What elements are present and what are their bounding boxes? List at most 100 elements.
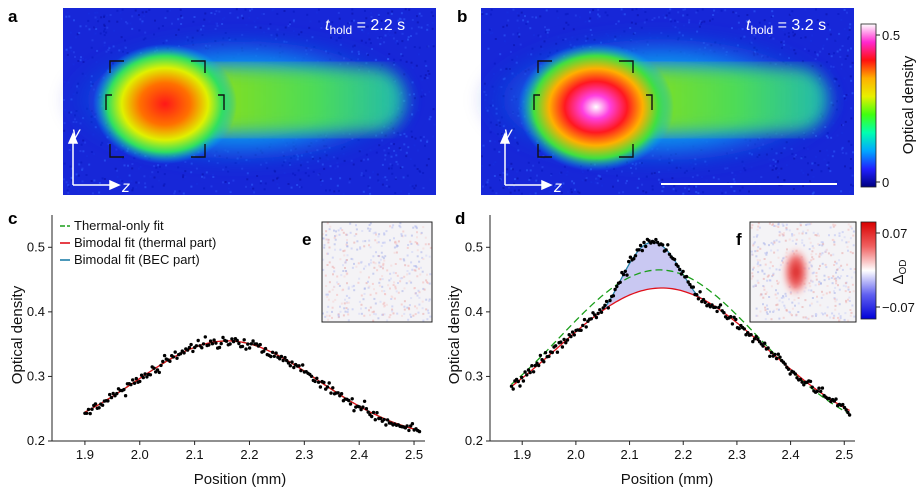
data-point: [86, 407, 91, 412]
data-point: [846, 410, 850, 415]
data-point: [523, 370, 527, 374]
data-point: [210, 342, 215, 346]
data-point: [251, 339, 255, 343]
data-point: [290, 360, 294, 364]
data-point: [221, 335, 225, 340]
data-point: [722, 311, 726, 315]
data-point: [410, 422, 415, 426]
axis-z-label-b: z: [553, 179, 562, 196]
y-tick-label: 0.3: [465, 368, 483, 383]
x-tick-label: 2.1: [186, 447, 204, 462]
data-point: [688, 282, 692, 287]
data-point: [749, 333, 753, 337]
data-point: [569, 334, 573, 339]
data-point: [292, 365, 296, 370]
data-point: [570, 330, 575, 334]
residual-map-f: [749, 221, 857, 323]
data-point: [638, 243, 643, 248]
data-point: [361, 405, 365, 409]
od-colorbar-label: Optical density: [900, 55, 917, 154]
hold-time-b: thold = 3.2 s: [746, 17, 826, 37]
data-point: [810, 385, 814, 389]
data-point: [88, 411, 92, 416]
data-point: [242, 338, 246, 342]
panel-label-a: a: [8, 7, 18, 26]
data-point: [244, 347, 248, 351]
data-point: [235, 338, 239, 343]
data-point: [528, 370, 532, 375]
chart-c-axes: 1.9 2.0 2.1 2.2 2.3 2.4 2.5 0.2 0.3 0.4 0.5: [27, 215, 425, 462]
x-tick-label: 2.0: [131, 447, 149, 462]
data-point: [246, 342, 250, 346]
chart-d-points: [509, 237, 852, 417]
data-point: [594, 315, 599, 320]
data-point: [710, 303, 714, 307]
data-point: [217, 345, 222, 350]
y-tick-label: 0.3: [27, 368, 45, 383]
data-point: [559, 340, 563, 344]
data-point: [606, 306, 610, 310]
data-point: [664, 248, 668, 252]
data-point: [228, 342, 232, 346]
chart-d-axes: 1.9 2.0 2.1 2.2 2.3 2.4 2.5 0.2 0.3 0.4 0.5: [465, 215, 855, 462]
data-point: [122, 387, 126, 392]
x-tick-label: 1.9: [76, 447, 94, 462]
data-point: [359, 407, 363, 412]
data-point: [652, 240, 656, 245]
data-point: [339, 392, 344, 396]
data-point: [171, 355, 176, 359]
data-point: [148, 373, 153, 377]
data-point: [331, 386, 335, 390]
data-point: [139, 373, 144, 377]
data-point: [141, 375, 145, 380]
data-point: [526, 368, 531, 372]
bec-fill-region: [600, 242, 702, 313]
data-point: [768, 354, 772, 358]
data-point: [793, 372, 797, 376]
chart-d-ylabel: Optical density: [446, 285, 463, 384]
colorbar-optical-density: 0.5 0 Optical density: [860, 23, 917, 190]
data-point: [564, 341, 568, 345]
data-point: [696, 297, 701, 301]
chart-c-series: [84, 340, 420, 432]
data-point: [350, 397, 354, 401]
data-point: [742, 327, 746, 331]
data-point: [766, 346, 770, 350]
data-point: [776, 352, 780, 356]
data-point: [115, 391, 119, 396]
data-point: [718, 303, 723, 307]
data-point: [168, 359, 172, 363]
data-point: [299, 368, 303, 373]
data-point: [676, 264, 680, 268]
data-point: [131, 378, 135, 382]
data-point: [106, 399, 110, 403]
panel-label-c: c: [8, 209, 17, 228]
data-point: [187, 345, 192, 350]
data-point: [382, 417, 386, 422]
chart-c-legend: Thermal-only fit Bimodal fit (thermal par…: [60, 218, 216, 267]
data-point: [633, 254, 638, 258]
x-tick-label: 2.4: [782, 447, 800, 462]
data-point: [109, 395, 114, 400]
data-point: [123, 394, 128, 398]
chart-c-ylabel: Optical density: [9, 285, 26, 384]
data-point: [695, 293, 699, 297]
chart-c-points: [83, 335, 422, 434]
data-point: [178, 352, 183, 356]
x-tick-label: 2.3: [295, 447, 313, 462]
data-point: [788, 372, 792, 376]
data-point: [611, 294, 616, 298]
data-point: [763, 341, 767, 345]
absorption-image-b: y z thold = 3.2 s: [475, 8, 854, 196]
data-point: [542, 360, 546, 364]
data-point: [655, 240, 660, 245]
data-point: [285, 358, 289, 363]
data-point: [175, 356, 179, 360]
data-point: [560, 345, 565, 349]
data-point: [730, 322, 735, 326]
data-point: [194, 344, 199, 348]
data-point: [325, 385, 330, 389]
data-point: [262, 349, 266, 353]
axis-y-label-b: y: [503, 125, 513, 142]
data-point: [661, 243, 665, 247]
